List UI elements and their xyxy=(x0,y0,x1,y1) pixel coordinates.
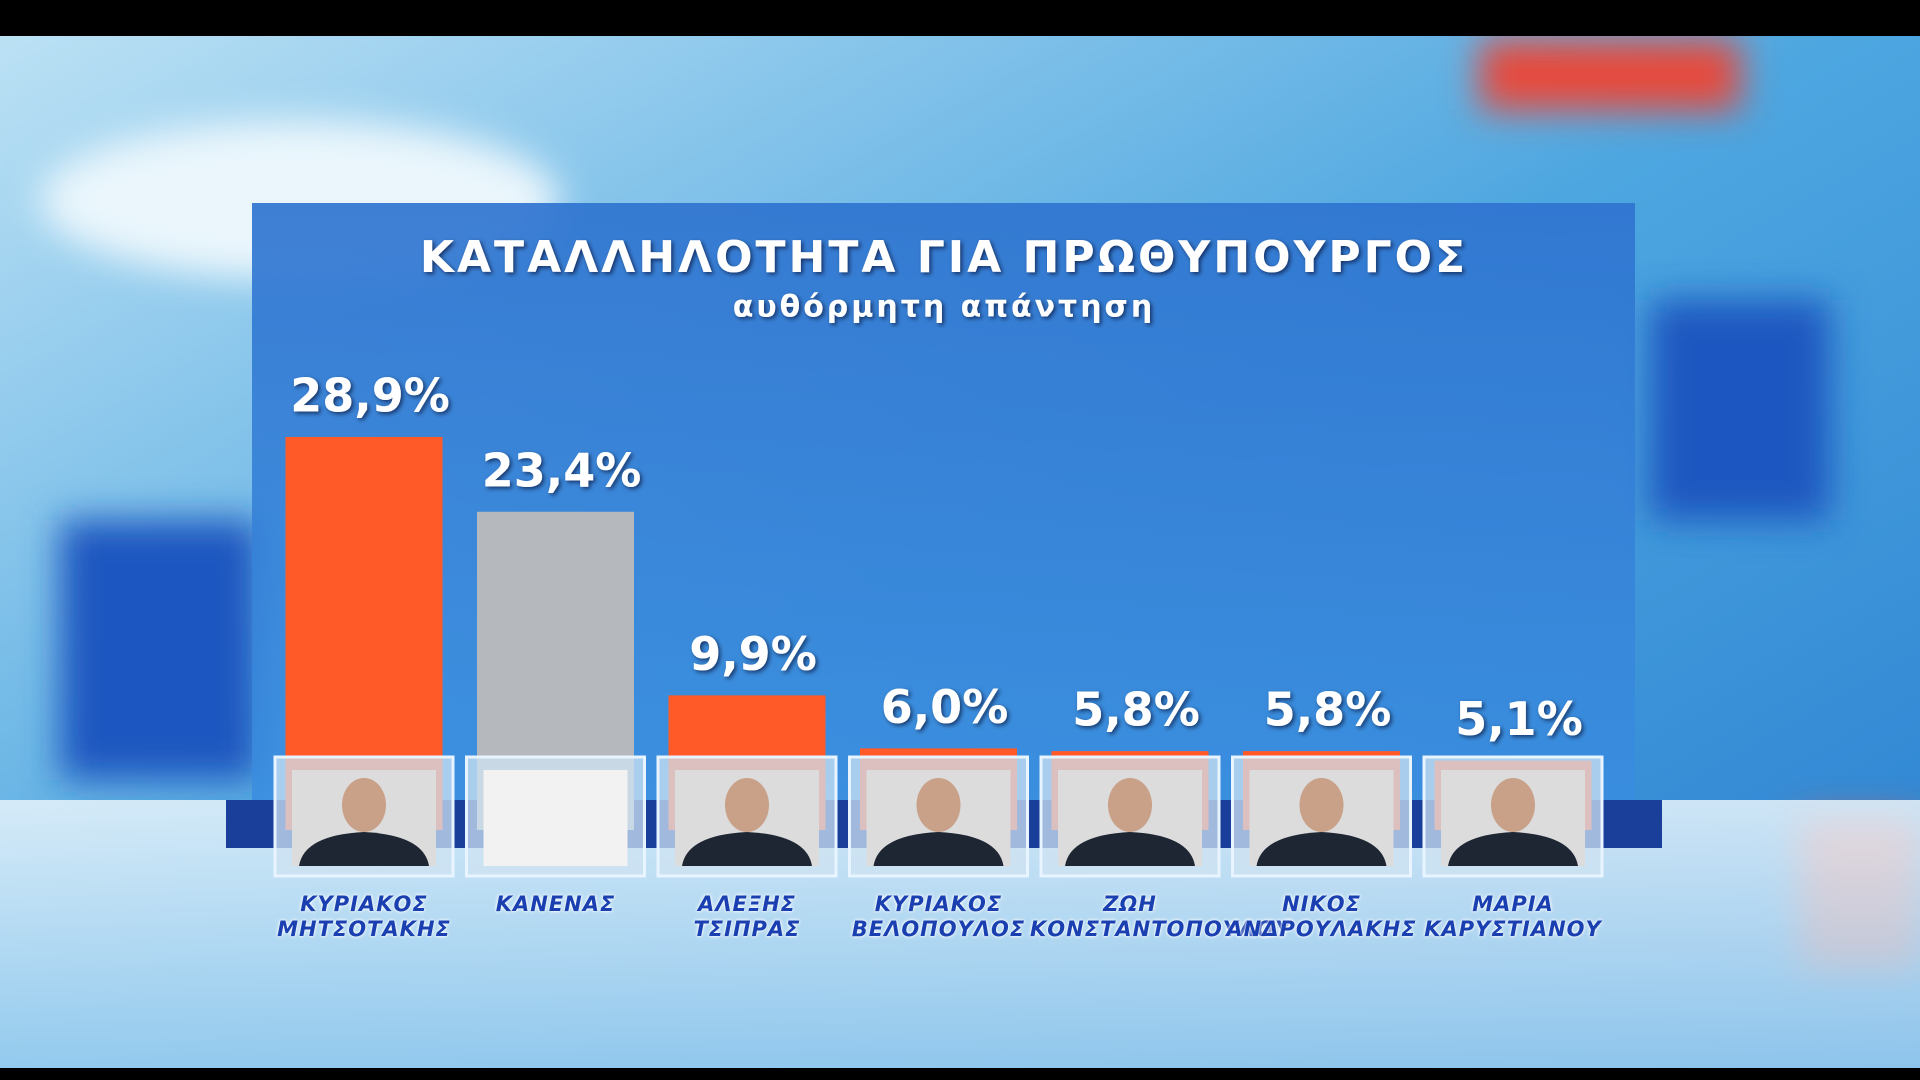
photo xyxy=(483,770,628,866)
photo-head xyxy=(725,778,769,832)
photo-body xyxy=(682,832,812,866)
top-bar xyxy=(0,0,1920,36)
category-label: ΚΑΝΕΝΑΣ xyxy=(495,892,616,916)
photo-head xyxy=(1299,778,1344,832)
value-label: 6,0% xyxy=(881,680,1009,734)
value-label: 28,9% xyxy=(290,368,450,422)
chart-subtitle: αυθόρμητη απάντηση xyxy=(733,290,1156,325)
photo-head xyxy=(1108,778,1152,832)
value-label: 23,4% xyxy=(482,443,642,497)
category-label: ΚΥΡΙΑΚΟΣ ΒΕΛΟΠΟΥΛΟΣ xyxy=(851,892,1026,941)
category-label: ΖΩΗ ΚΟΝΣΤΑΝΤΟΠΟΥΛΟΥ xyxy=(1030,892,1292,941)
photo-body xyxy=(1256,832,1387,866)
photo-head xyxy=(342,778,386,832)
value-label: 5,8% xyxy=(1264,683,1392,737)
value-label: 5,8% xyxy=(1072,683,1200,737)
chart-title: ΚΑΤΑΛΛΗΛΟΤΗΤΑ ΓΙΑ ΠΡΩΘΥΠΟΥΡΓΟΣ xyxy=(420,232,1468,283)
photo-body xyxy=(1065,832,1195,866)
category-label: ΝΙΚΟΣ ΑΝΔΡΟΥΛΑΚΗΣ xyxy=(1226,892,1417,941)
background-decor xyxy=(40,40,1920,970)
photo-body xyxy=(1448,832,1578,866)
bottom-bar xyxy=(0,1068,1920,1080)
photo-body xyxy=(299,832,429,866)
photo-head xyxy=(1491,778,1535,832)
photo-head xyxy=(916,778,961,832)
category-label: ΑΛΕΞΗΣ ΤΣΙΠΡΑΣ xyxy=(693,892,801,941)
category-label: ΜΑΡΙΑ ΚΑΡΥΣΤΙΑΝΟΥ xyxy=(1424,892,1602,941)
photo-body xyxy=(873,832,1004,866)
value-label: 9,9% xyxy=(689,627,817,681)
value-label: 5,1% xyxy=(1455,692,1583,746)
category-label: ΚΥΡΙΑΚΟΣ ΜΗΤΣΟΤΑΚΗΣ xyxy=(277,892,451,941)
